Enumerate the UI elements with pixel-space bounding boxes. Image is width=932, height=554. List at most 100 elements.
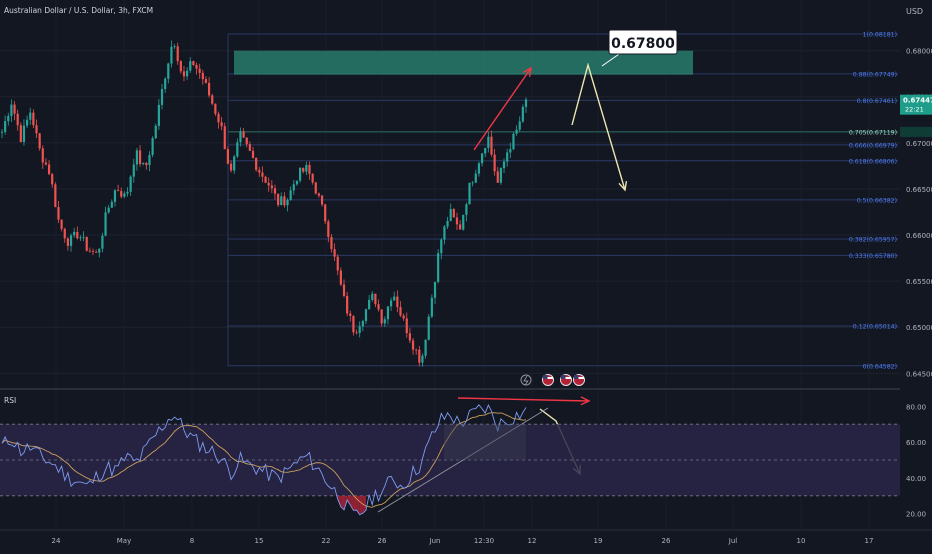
time-tick-label: 15 [255, 537, 264, 545]
candle-body [164, 78, 167, 90]
candle-body [233, 156, 236, 171]
resistance-zone[interactable] [234, 50, 693, 75]
candle-body [298, 167, 302, 181]
candle-body [349, 313, 352, 316]
candle-body [217, 113, 220, 123]
candle-body [477, 163, 481, 174]
candle-body [47, 164, 51, 175]
candle-body [352, 315, 355, 333]
candle-body [151, 138, 154, 155]
candle-body [236, 142, 239, 157]
candle-body [261, 172, 264, 177]
time-tick-label: Jun [429, 537, 441, 545]
candle-body [424, 339, 427, 356]
red-rise-arrow[interactable] [473, 67, 532, 151]
candle-body [145, 162, 148, 166]
candle-body [346, 295, 349, 314]
candle-body [138, 150, 142, 165]
rsi-tick-label: 20.00 [906, 511, 926, 519]
candle-body [223, 126, 226, 150]
candle-body [220, 122, 223, 127]
candle-body [204, 79, 208, 83]
candle-body [446, 220, 449, 227]
candle-body [207, 82, 211, 96]
economic-events[interactable] [520, 374, 585, 386]
callout-box[interactable] [608, 29, 678, 55]
candle-body [255, 157, 258, 170]
flag-stripe [543, 377, 553, 379]
rsi-oversold-fill [362, 495, 366, 514]
time-tick-label: 19 [594, 537, 603, 545]
candle-body [54, 184, 57, 208]
candle-body [506, 152, 509, 162]
candle-body [13, 104, 16, 114]
time-tick-label: Jul [728, 537, 738, 545]
candle-body [405, 318, 408, 334]
yellow-drop-arrow[interactable] [571, 62, 626, 191]
candle-body [173, 46, 176, 48]
candle-body [66, 238, 69, 246]
candle-body [91, 251, 95, 253]
candle-body [452, 209, 455, 218]
time-tick-label: 26 [378, 537, 387, 545]
candle-body [502, 161, 506, 169]
candle-body [474, 173, 477, 183]
indicator-label: RSI [4, 396, 16, 405]
callout-label: 0.67800 [611, 36, 675, 52]
candle-body [76, 231, 79, 239]
candle-body [73, 231, 76, 236]
candle-body [0, 131, 4, 133]
candle-body [195, 65, 198, 69]
time-tick-label: 24 [52, 537, 61, 545]
candle-body [41, 148, 44, 163]
candle-body [292, 184, 295, 191]
candle-body [377, 304, 380, 310]
rsi-tick-label: 80.00 [906, 403, 926, 411]
price-axis[interactable]: 0.680000.675000.670000.665000.660000.655… [900, 0, 932, 550]
lightning-icon[interactable] [520, 374, 532, 386]
candle-body [283, 196, 286, 206]
flag-canton [543, 375, 548, 379]
flag-stripe [561, 377, 571, 379]
candle-body [113, 190, 117, 202]
candle-body [399, 307, 402, 316]
candle-body [38, 133, 41, 149]
candle-body [490, 136, 493, 155]
candle-body [95, 251, 98, 253]
red-rsi-arrow[interactable] [457, 397, 590, 402]
red-rsi-arrow-head [580, 396, 591, 406]
symbol-title: Australian Dollar / U.S. Dollar, 3h, FXC… [4, 6, 153, 15]
candle-body [487, 136, 490, 148]
candle-body [154, 125, 157, 139]
candle-body [361, 321, 364, 327]
rsi-pane [0, 403, 900, 516]
rsi-oversold-fill [350, 495, 354, 511]
candle-body [120, 191, 123, 197]
fib-level-label: 0.8(0.67461) [857, 98, 897, 105]
candle-body [167, 63, 170, 79]
candle-body [521, 106, 524, 122]
candle-body [509, 149, 512, 153]
price-target-callout[interactable]: 0.67800 [601, 29, 678, 67]
candle-body [211, 95, 214, 104]
time-tick-label: May [117, 537, 131, 545]
flag-stripe [574, 377, 584, 379]
time-axis[interactable]: 24 May 8 15 22 26 Jun 12:30 12 19 26 Jul 10 17 [0, 529, 932, 545]
fib-retracement[interactable]: 1(0.68181) 0.88(0.67749) 0.8(0.67461) 0.705… [227, 32, 898, 371]
candle-body [19, 125, 22, 143]
rsi-trendline[interactable] [377, 407, 549, 513]
candle-body [258, 169, 261, 173]
candle-body [29, 112, 32, 120]
fib-level-label: 0.12(0.65014) [853, 323, 897, 330]
fib-level-label: 0.5(0.66382) [857, 197, 897, 204]
candle-body [201, 72, 204, 80]
current-price-badge[interactable] [900, 94, 932, 115]
candle-body [368, 299, 371, 310]
candle-body [101, 235, 104, 249]
candle-body [499, 168, 502, 183]
candle-body [189, 61, 192, 71]
candle-body [496, 171, 499, 183]
